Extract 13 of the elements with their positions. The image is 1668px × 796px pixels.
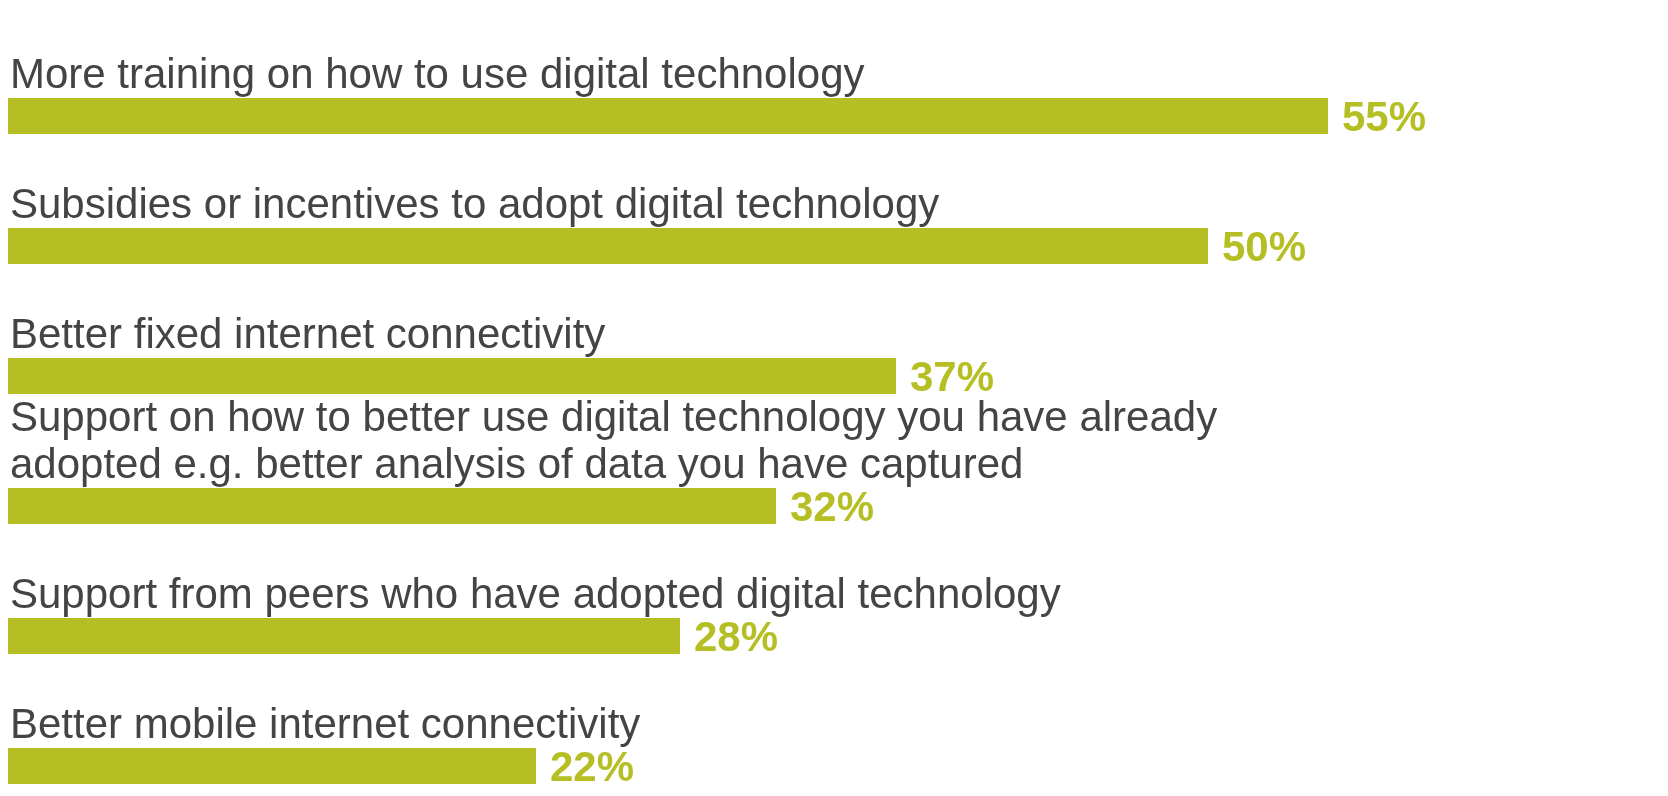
bar (8, 618, 680, 654)
data-label: 55% (1342, 93, 1427, 141)
data-label: 50% (1222, 223, 1307, 271)
bar (8, 98, 1328, 134)
y-tick-label: More training on how to use digital technology (10, 50, 865, 97)
y-tick-label: Better fixed internet connectivity (10, 310, 606, 357)
y-tick-label: Subsidies or incentives to adopt digital technology (10, 180, 940, 227)
bar (8, 488, 776, 524)
y-tick-label: Support from peers who have adopted digital technology (10, 570, 1061, 617)
bar (8, 748, 536, 784)
bar (8, 358, 896, 394)
bar (8, 228, 1208, 264)
y-tick-label: Better mobile internet connectivity (10, 700, 641, 747)
